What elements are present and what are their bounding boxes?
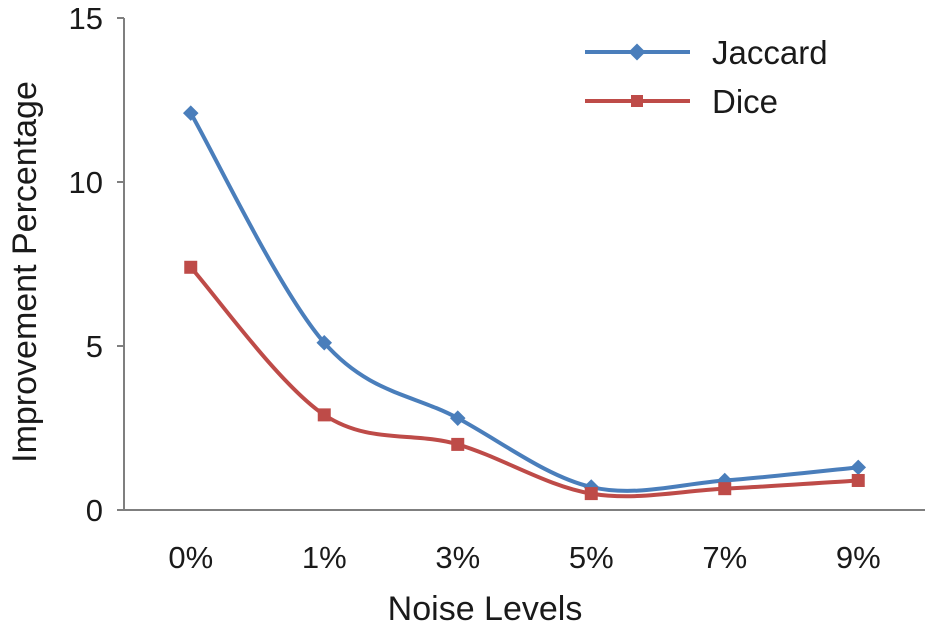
y-tick-label: 5 [86,329,103,364]
data-point-dice [184,260,198,274]
legend-item-dice: Dice [585,83,778,120]
x-axis-title: Noise Levels [388,590,583,628]
data-point-dice [584,487,598,501]
data-point-jaccard [449,410,466,426]
y-tick-label: 10 [69,165,103,200]
legend-jaccard-label: Jaccard [712,34,828,71]
data-point-dice [851,473,865,487]
data-point-dice [718,482,732,496]
axes [123,18,925,511]
legend-jaccard-marker [628,43,646,61]
y-tick-label: 15 [69,1,103,36]
x-tick-label: 5% [569,540,614,575]
series-line-jaccard [189,112,859,493]
x-tick-labels: 0% 1% 3% 5% 7% 9% [168,540,880,575]
legend-item-jaccard: Jaccard [585,34,828,71]
data-point-jaccard [182,105,199,121]
x-tick-label: 0% [168,540,213,575]
legend-dice-marker [631,95,643,107]
x-tick-label: 7% [702,540,747,575]
y-tick-marks [117,17,124,511]
x-tick-label: 3% [435,540,480,575]
legend: Jaccard Dice [585,34,828,120]
data-point-dice [451,437,465,451]
series-dice [184,260,865,501]
x-tick-label: 1% [302,540,347,575]
series-jaccard [182,105,867,495]
series-line-dice [189,265,859,499]
y-tick-labels: 0 5 10 15 [69,1,103,528]
x-tick-label: 9% [836,540,881,575]
y-axis-title: Improvement Percentage [6,81,44,463]
y-tick-label: 0 [86,493,103,528]
series-layer [182,105,867,501]
data-point-jaccard [850,459,867,476]
legend-dice-label: Dice [712,83,778,120]
data-point-dice [317,408,331,422]
